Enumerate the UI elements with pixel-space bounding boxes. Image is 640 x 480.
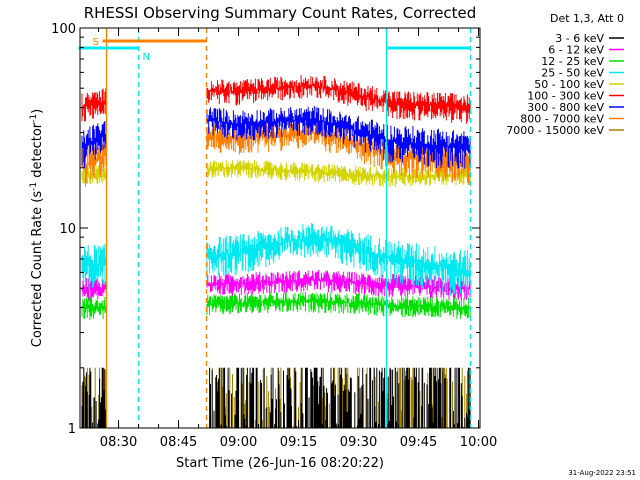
x-tick-label: 08:30	[100, 435, 137, 450]
legend-label: 7000 - 15000 keV	[506, 124, 604, 137]
flag-label-N: N	[143, 52, 150, 63]
series-300-800-kev	[81, 106, 471, 169]
vlines-layer	[105, 28, 472, 428]
series-path	[81, 269, 471, 301]
y-tick-label: 100	[51, 22, 76, 37]
legend-label: 800 - 7000 keV	[520, 113, 604, 126]
x-tick-label: 09:00	[220, 435, 257, 450]
legend-label: 6 - 12 keV	[548, 44, 604, 57]
y-axis-label-mid: detector	[30, 122, 45, 182]
series-path	[81, 223, 471, 298]
flag-label-S: S	[93, 37, 99, 48]
y-axis-label: Corrected Count Rate (s-1 detector-1)	[29, 109, 45, 347]
legend-label: 100 - 300 keV	[527, 90, 604, 103]
legend-label: 12 - 25 keV	[541, 55, 604, 68]
series-25-50-kev	[81, 223, 471, 298]
x-tick-label: 09:30	[340, 435, 377, 450]
chart-title: RHESSI Observing Summary Count Rates, Co…	[84, 4, 477, 22]
x-tick-label: 09:45	[400, 435, 437, 450]
x-tick-label: 09:15	[280, 435, 317, 450]
flags-layer: SN	[78, 37, 471, 63]
legend-label: 25 - 50 keV	[541, 67, 604, 80]
series-path	[81, 106, 471, 169]
series-3-6-kev	[81, 367, 471, 428]
series-path	[81, 292, 471, 320]
ticks-layer: 08:30 08:45 09:00 09:15 09:30 09:45 10:00 1 10 10…	[51, 22, 497, 450]
legend-label: 3 - 6 keV	[555, 32, 604, 45]
series-layer	[81, 75, 471, 428]
series-path	[81, 367, 471, 428]
legend-label: 50 - 100 keV	[534, 78, 604, 91]
series-12-25-kev	[81, 292, 471, 320]
y-tick-label: 1	[68, 422, 76, 437]
legend-label: 300 - 800 keV	[527, 101, 604, 114]
legend-header: Det 1,3, Att 0	[550, 12, 624, 25]
y-axis-label-sup1: -1	[29, 182, 39, 191]
y-axis-label-end: )	[30, 109, 45, 114]
series-6-12-kev	[81, 269, 471, 301]
y-tick-label: 10	[59, 222, 76, 237]
x-tick-label: 10:00	[460, 435, 497, 450]
x-axis-label: Start Time (26-Jun-16 08:20:22)	[176, 456, 384, 471]
footer-timestamp: 31-Aug-2022 23:51	[568, 469, 636, 477]
y-axis-label-main: Corrected Count Rate (s	[30, 191, 45, 348]
x-tick-label: 08:45	[160, 435, 197, 450]
y-axis-label-sup2: -1	[29, 114, 39, 123]
